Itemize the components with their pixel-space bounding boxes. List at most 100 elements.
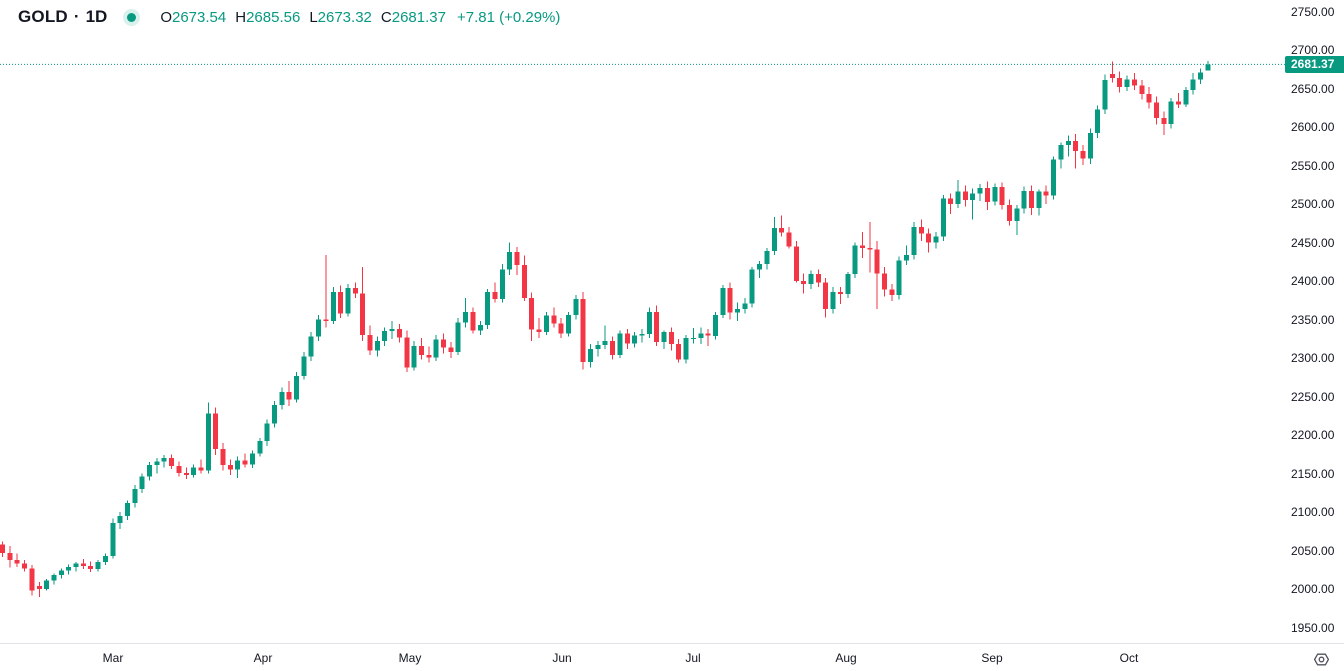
candle bbox=[580, 291, 586, 370]
candle bbox=[271, 401, 277, 428]
price-tick-label: 2050.00 bbox=[1291, 544, 1335, 558]
candle bbox=[867, 221, 873, 273]
candle bbox=[102, 553, 108, 566]
price-tick-label: 1950.00 bbox=[1291, 621, 1335, 635]
candle bbox=[1051, 156, 1056, 200]
price-tick-label: 2400.00 bbox=[1291, 274, 1335, 288]
candle bbox=[683, 335, 689, 364]
candle bbox=[771, 217, 777, 255]
month-label: May bbox=[398, 651, 422, 665]
candle bbox=[565, 311, 571, 337]
candle bbox=[147, 462, 152, 481]
candle bbox=[58, 568, 64, 579]
candle bbox=[1073, 134, 1079, 169]
candle bbox=[220, 442, 226, 471]
candle bbox=[1029, 185, 1034, 215]
ohlc-item: L2673.32 bbox=[309, 9, 372, 26]
candle bbox=[624, 328, 630, 349]
candle bbox=[191, 464, 197, 478]
candle bbox=[1102, 74, 1108, 114]
interval-label[interactable]: 1D bbox=[85, 7, 108, 26]
candle bbox=[992, 183, 998, 206]
candle bbox=[22, 559, 27, 572]
candle bbox=[154, 458, 160, 474]
candle bbox=[735, 302, 740, 322]
ohlc-value: 2685.56 bbox=[246, 8, 301, 26]
candle bbox=[330, 287, 336, 325]
candle bbox=[977, 184, 983, 201]
candle bbox=[543, 311, 549, 335]
legend: GOLD · 1D O2673.54 H2685.56 L2673.32 C2681.… bbox=[18, 6, 560, 28]
candle bbox=[962, 185, 968, 207]
month-label: Oct bbox=[1119, 651, 1139, 665]
candle bbox=[124, 500, 130, 520]
candle bbox=[352, 282, 358, 298]
ohlc-value: 2681.37 bbox=[391, 8, 446, 26]
candle bbox=[411, 341, 417, 371]
price-tick-label: 2200.00 bbox=[1291, 428, 1335, 442]
candle bbox=[242, 453, 248, 468]
candle bbox=[1161, 111, 1167, 135]
candle bbox=[404, 330, 410, 372]
candle bbox=[80, 559, 86, 570]
candle bbox=[588, 344, 593, 368]
candle bbox=[389, 321, 395, 339]
candle bbox=[521, 255, 527, 302]
candle bbox=[837, 287, 843, 305]
price-tick-label: 2750.00 bbox=[1291, 5, 1335, 19]
candle bbox=[852, 242, 858, 278]
candle bbox=[749, 267, 755, 308]
candle bbox=[507, 242, 513, 275]
month-label: Jul bbox=[685, 651, 701, 665]
candle bbox=[1198, 68, 1203, 84]
candle bbox=[1131, 73, 1137, 91]
price-tick-label: 2500.00 bbox=[1291, 197, 1335, 211]
symbol-title[interactable]: GOLD bbox=[18, 7, 68, 26]
candle bbox=[882, 267, 887, 297]
ohlc-item: O2673.54 bbox=[160, 9, 226, 26]
candle bbox=[639, 328, 645, 343]
month-label: Aug bbox=[835, 651, 857, 665]
candle bbox=[1095, 105, 1101, 138]
ohlc-letter: L bbox=[309, 8, 318, 26]
candle bbox=[815, 269, 821, 288]
axis-settings-button[interactable] bbox=[1311, 649, 1331, 669]
change-value: +7.81 (+0.29%) bbox=[456, 8, 561, 26]
candle bbox=[132, 485, 138, 508]
candle bbox=[441, 333, 446, 354]
candle bbox=[198, 459, 204, 474]
candle bbox=[463, 298, 468, 328]
candle bbox=[345, 284, 351, 317]
candlestick-chart[interactable] bbox=[0, 0, 1285, 643]
candle bbox=[382, 327, 388, 346]
candle bbox=[712, 311, 718, 340]
candle bbox=[646, 307, 652, 339]
candle bbox=[889, 284, 895, 302]
candle bbox=[279, 387, 285, 410]
market-status-dot bbox=[127, 12, 137, 22]
candle bbox=[0, 541, 5, 557]
candle bbox=[51, 573, 57, 585]
price-axis[interactable]: 2750.00 2700.00 2650.00 2600.00 2550.00 2500.… bbox=[1285, 0, 1344, 643]
candle bbox=[1087, 128, 1093, 164]
candle bbox=[7, 546, 13, 568]
candle bbox=[1146, 87, 1152, 109]
candle bbox=[29, 565, 35, 596]
candle bbox=[213, 407, 219, 456]
ohlc-item: C2681.37 bbox=[381, 9, 446, 26]
candle bbox=[955, 180, 961, 208]
candle bbox=[499, 264, 505, 303]
market-status-icon[interactable] bbox=[123, 8, 141, 26]
price-tick-label: 2150.00 bbox=[1291, 467, 1335, 481]
time-axis[interactable]: Mar Apr May Jun Jul Aug Sep Oct bbox=[0, 643, 1344, 671]
chart-plot-area[interactable] bbox=[0, 0, 1285, 643]
candle bbox=[286, 381, 292, 406]
candle bbox=[948, 193, 954, 215]
candle bbox=[161, 455, 167, 468]
current-price-tag: 2681.37 bbox=[1285, 56, 1344, 73]
candle bbox=[933, 231, 939, 249]
candle bbox=[66, 564, 72, 575]
candle bbox=[110, 518, 116, 559]
candle bbox=[448, 341, 454, 359]
candle bbox=[999, 182, 1005, 210]
